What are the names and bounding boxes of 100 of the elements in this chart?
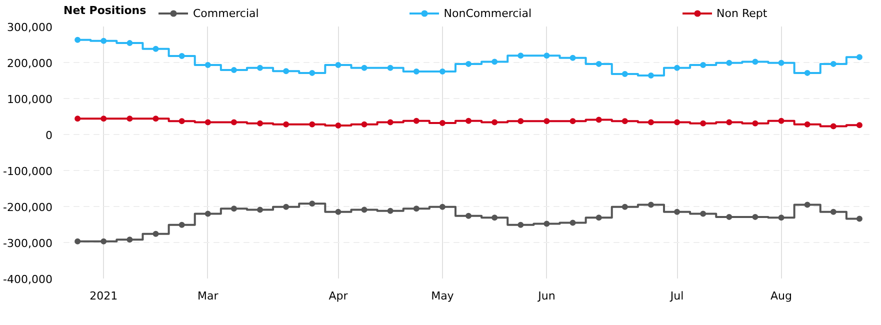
y-tick-label: -100,000 (3, 165, 53, 178)
point (752, 214, 758, 220)
point (439, 204, 446, 210)
point (361, 206, 368, 213)
legend-label: Non Rept (716, 6, 768, 20)
point (830, 208, 836, 215)
point (700, 120, 706, 126)
point (674, 119, 680, 126)
legend-title: Net Positions (64, 4, 147, 17)
point (257, 120, 264, 126)
point (335, 62, 342, 68)
point (570, 54, 576, 61)
x-tick-label: Aug (770, 290, 792, 302)
x-tick-label: Apr (328, 290, 348, 302)
point (466, 212, 472, 219)
point (622, 204, 628, 210)
y-tick-label: 0 (46, 129, 52, 142)
point (492, 119, 498, 126)
point (804, 121, 810, 128)
point (204, 210, 211, 217)
point (152, 230, 159, 237)
point (492, 58, 498, 65)
point (856, 122, 862, 128)
point (648, 72, 654, 78)
x-tick-label: Mar (198, 290, 219, 302)
point (361, 121, 368, 128)
point (778, 60, 784, 66)
point (100, 238, 107, 244)
point (100, 116, 107, 122)
point (752, 120, 758, 126)
point (596, 214, 602, 221)
point (178, 222, 185, 228)
point (544, 52, 550, 59)
point (230, 206, 237, 212)
point (856, 54, 862, 60)
y-tick-label: -200,000 (3, 201, 53, 214)
point (126, 236, 133, 243)
point (74, 116, 81, 122)
point (309, 200, 316, 207)
y-tick-label: 300,000 (7, 21, 53, 34)
point (726, 119, 732, 126)
point (518, 118, 524, 124)
point (361, 64, 368, 71)
point (335, 122, 342, 128)
point (596, 116, 602, 123)
point (413, 206, 420, 212)
x-tick-label: 2021 (90, 290, 118, 302)
y-tick-label: 200,000 (7, 57, 53, 70)
point (387, 119, 394, 126)
point (648, 119, 654, 126)
point (622, 71, 628, 78)
point (778, 118, 784, 124)
point (674, 64, 680, 71)
x-tick-label: May (431, 290, 454, 302)
point (100, 38, 107, 44)
point (570, 220, 576, 226)
y-tick-label: -300,000 (3, 237, 53, 250)
point (152, 116, 159, 122)
point (752, 58, 758, 65)
y-tick-label: -400,000 (3, 273, 53, 286)
point (126, 40, 133, 46)
point (387, 64, 394, 71)
point (492, 214, 498, 221)
point (230, 119, 237, 126)
point (204, 119, 211, 126)
point (230, 67, 237, 74)
point (778, 214, 784, 221)
point (152, 46, 159, 52)
point (257, 206, 264, 213)
point (804, 202, 810, 208)
point (178, 118, 185, 124)
point (648, 202, 654, 208)
point (700, 62, 706, 68)
x-tick-label: Jul (669, 290, 684, 302)
point (283, 204, 290, 210)
point (74, 238, 81, 244)
y-tick-label: 100,000 (7, 93, 53, 106)
point (413, 68, 420, 74)
point (309, 70, 316, 76)
point (387, 208, 394, 214)
point (726, 60, 732, 66)
point (178, 53, 185, 60)
point (413, 118, 420, 124)
point (544, 220, 550, 227)
point (700, 210, 706, 217)
point (74, 36, 81, 43)
point (466, 60, 472, 67)
point (204, 62, 211, 68)
point (283, 68, 290, 74)
point (570, 118, 576, 124)
point (804, 70, 810, 76)
point (518, 222, 524, 228)
point (335, 208, 342, 215)
point (283, 121, 290, 128)
x-tick-label: Jun (537, 290, 556, 302)
point (674, 208, 680, 215)
legend-label: NonCommercial (444, 6, 532, 20)
point (726, 214, 732, 220)
point (544, 118, 550, 124)
point (466, 118, 472, 124)
